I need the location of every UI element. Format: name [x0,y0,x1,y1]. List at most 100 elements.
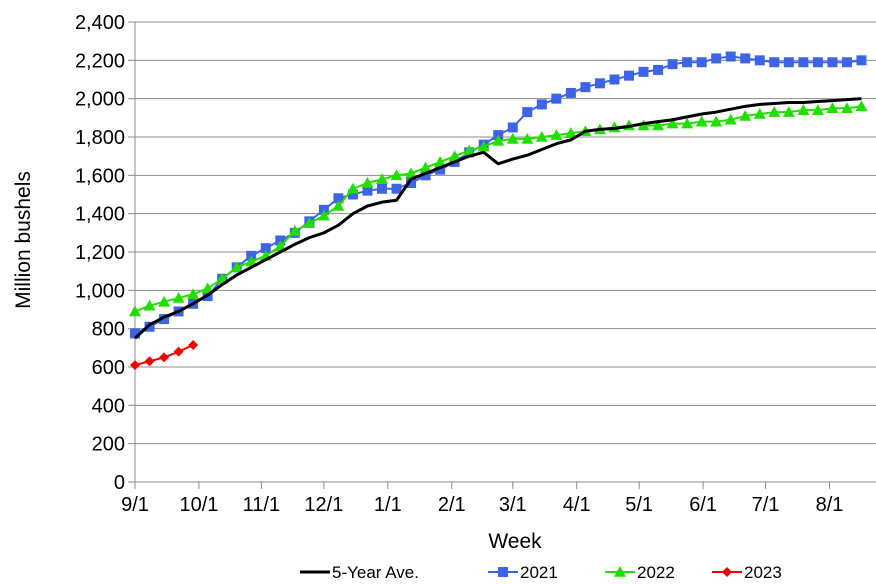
data-point [725,51,736,62]
y-tick-label: 2,200 [75,50,125,72]
legend-item: 2022 [605,563,675,582]
x-tick-label: 9/1 [121,494,149,516]
data-point [420,170,431,181]
x-tick-label: 3/1 [499,494,527,516]
data-point [130,328,140,339]
data-point [188,339,199,350]
data-point [535,131,548,142]
x-tick-label: 5/1 [625,494,653,516]
series-layer [129,51,868,371]
x-tick-label: 12/1 [304,494,343,516]
series-2022 [129,100,868,317]
data-point [159,352,170,363]
data-point [594,78,605,89]
data-point [187,288,200,299]
data-point [798,57,809,68]
data-point [754,55,765,66]
x-tick-label: 2/1 [438,494,466,516]
data-point [362,185,373,196]
data-point [840,102,853,114]
data-point [376,173,388,184]
data-point [274,240,287,252]
data-point [812,57,823,68]
data-point [129,305,141,317]
series-2023 [130,339,199,371]
data-point [711,53,722,64]
x-axis-label: Week [488,530,542,553]
data-point [739,109,752,121]
data-point [498,567,508,577]
data-point [448,150,461,161]
y-tick-label: 800 [92,319,125,341]
data-point [130,360,140,371]
data-point [609,74,620,85]
data-point [722,567,732,577]
data-point [332,200,345,211]
data-point [769,57,780,68]
data-point [855,100,868,112]
data-point [288,224,301,236]
x-tick-label: 8/1 [816,494,844,516]
data-point [405,167,418,179]
data-point [551,93,562,104]
data-point [159,314,170,325]
data-point [782,106,795,117]
data-point [347,189,358,200]
data-point [391,183,402,194]
y-tick-label: 0 [114,472,125,494]
data-point [681,117,694,129]
legend-label: 2022 [637,563,675,582]
data-point [143,299,156,311]
data-point [522,107,533,118]
legend-item: 5-Year Ave. [300,563,419,582]
data-point [406,178,417,188]
legend-label: 5-Year Ave. [332,563,419,582]
legend-label: 2021 [520,563,558,582]
legend: 5-Year Ave. 2021 2022 2023 [300,563,782,582]
data-point [682,57,693,68]
series-5-year-ave [133,97,862,340]
series-2021 [130,51,867,339]
legend-label: 2023 [744,563,782,582]
data-point [797,104,810,115]
y-axis-ticks: 0 200 400 600 800 1,000 1,200 1,400 1,600 1,800 2,… [75,12,135,494]
data-point [521,132,534,144]
y-tick-label: 1,000 [75,280,125,302]
x-axis-ticks: 9/1 10/1 11/1 12/1 1/1 2/1 3/1 4/1 5/1 6/1 7/1 8/1 [121,482,843,516]
data-point [811,104,824,115]
x-tick-label: 6/1 [689,494,717,516]
data-point [856,55,867,66]
data-point [696,57,707,68]
data-point [260,243,271,254]
gridlines [135,21,876,445]
legend-item: 2023 [712,563,782,582]
data-point [506,132,519,144]
data-point [435,164,446,175]
data-point [653,64,664,75]
data-point [201,282,214,294]
data-point [230,261,243,273]
data-point [710,115,723,127]
data-point [536,99,547,110]
x-tick-label: 1/1 [374,494,402,516]
data-point [624,70,634,81]
x-tick-label: 10/1 [179,494,218,516]
y-tick-label: 600 [92,357,125,379]
data-point [173,346,184,357]
data-point [492,134,505,146]
x-tick-label: 4/1 [563,494,591,516]
data-point [667,59,678,70]
data-point [826,102,839,114]
series-line [134,55,862,335]
x-tick-label: 11/1 [243,494,280,516]
y-tick-label: 1,600 [75,165,125,187]
y-tick-label: 1,200 [75,242,125,264]
data-point [377,183,387,194]
data-point [303,217,316,229]
data-point [580,82,591,93]
legend-item: 2021 [488,563,558,582]
data-point [614,566,626,577]
y-tick-label: 2,000 [75,89,125,111]
data-point [390,169,403,181]
